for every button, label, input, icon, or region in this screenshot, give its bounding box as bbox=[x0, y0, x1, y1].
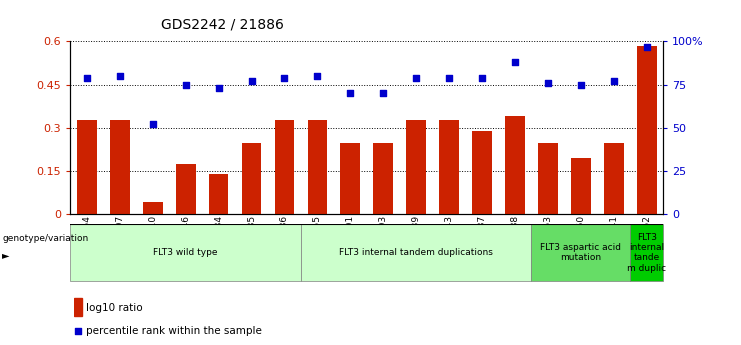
Text: percentile rank within the sample: percentile rank within the sample bbox=[86, 326, 262, 336]
Bar bbox=[143, 203, 162, 214]
Text: FLT3 wild type: FLT3 wild type bbox=[153, 248, 218, 257]
Point bbox=[542, 80, 554, 86]
Point bbox=[345, 90, 356, 96]
Bar bbox=[209, 174, 228, 214]
Point bbox=[279, 75, 290, 80]
Bar bbox=[472, 130, 492, 214]
Point bbox=[311, 73, 323, 79]
Bar bbox=[242, 144, 262, 214]
Bar bbox=[637, 46, 657, 214]
Point bbox=[443, 75, 455, 80]
Point bbox=[245, 78, 257, 84]
Bar bbox=[439, 120, 459, 214]
Text: log10 ratio: log10 ratio bbox=[86, 303, 142, 313]
Point bbox=[180, 82, 192, 87]
Point bbox=[81, 75, 93, 80]
Bar bbox=[275, 120, 294, 214]
Bar bbox=[631, 224, 663, 281]
Point bbox=[213, 85, 225, 91]
Bar bbox=[308, 120, 328, 214]
Point bbox=[377, 90, 389, 96]
Bar bbox=[110, 120, 130, 214]
Point bbox=[147, 121, 159, 127]
Bar bbox=[176, 164, 196, 214]
Point bbox=[114, 73, 126, 79]
Bar bbox=[373, 144, 393, 214]
Bar bbox=[531, 224, 631, 281]
Point bbox=[411, 75, 422, 80]
Bar bbox=[406, 120, 426, 214]
Point bbox=[641, 44, 653, 49]
Text: FLT3
internal
tande
m duplic: FLT3 internal tande m duplic bbox=[627, 233, 666, 273]
Bar bbox=[571, 158, 591, 214]
Bar bbox=[301, 224, 531, 281]
Point bbox=[608, 78, 619, 84]
Bar bbox=[74, 298, 82, 316]
Bar bbox=[340, 144, 360, 214]
Bar bbox=[70, 224, 301, 281]
Text: FLT3 aspartic acid
mutation: FLT3 aspartic acid mutation bbox=[540, 243, 622, 263]
Point bbox=[575, 82, 587, 87]
Text: genotype/variation: genotype/variation bbox=[2, 234, 88, 243]
Text: ►: ► bbox=[2, 250, 10, 260]
Bar bbox=[604, 144, 624, 214]
Point bbox=[476, 75, 488, 80]
Point bbox=[290, 218, 302, 224]
Text: FLT3 internal tandem duplications: FLT3 internal tandem duplications bbox=[339, 248, 493, 257]
Bar bbox=[505, 116, 525, 214]
Text: GDS2242 / 21886: GDS2242 / 21886 bbox=[161, 17, 284, 31]
Bar bbox=[538, 144, 558, 214]
Bar bbox=[77, 120, 97, 214]
Point bbox=[509, 59, 521, 65]
